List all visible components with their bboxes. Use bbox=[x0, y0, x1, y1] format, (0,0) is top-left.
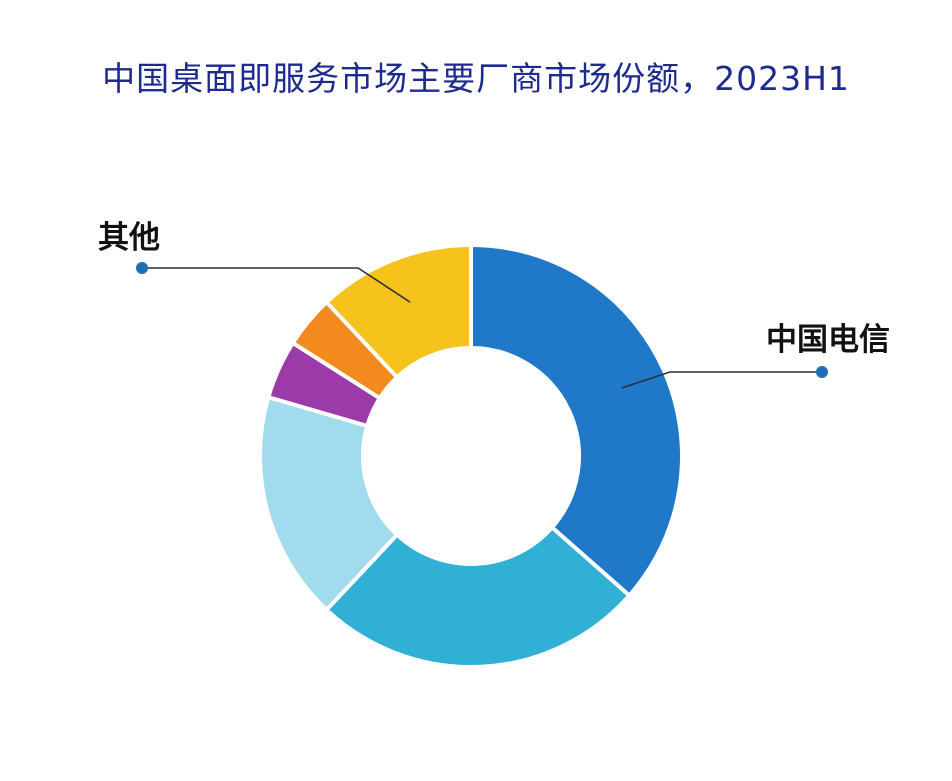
slice-label-0: 中国电信 bbox=[766, 322, 890, 358]
donut-slice-5 bbox=[324, 243, 473, 380]
callout-line-0 bbox=[621, 371, 822, 389]
donut-slice-2 bbox=[258, 395, 400, 612]
callout-line-5 bbox=[142, 267, 411, 303]
chart-title: 中国桌面即服务市场主要厂商市场份额，2023H1 bbox=[102, 59, 850, 98]
callouts: 中国电信 其他 bbox=[98, 220, 890, 389]
callout-dot-5 bbox=[136, 262, 148, 274]
donut-slice-0 bbox=[469, 243, 684, 598]
slice-label-5: 其他 bbox=[98, 220, 160, 256]
donut-slice-1 bbox=[324, 525, 632, 669]
donut-slices bbox=[258, 243, 684, 669]
callout-dot-0 bbox=[816, 366, 828, 378]
